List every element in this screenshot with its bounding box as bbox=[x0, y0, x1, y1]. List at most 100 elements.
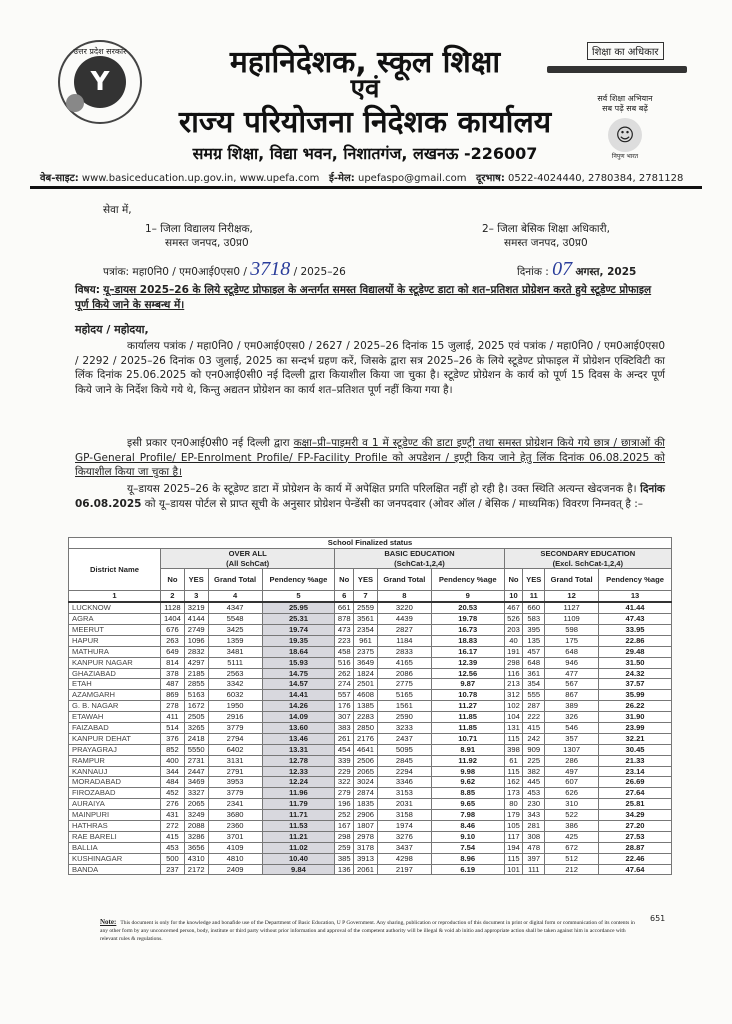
pendency-cell: 16.73 bbox=[430, 623, 505, 636]
district-name-cell: MAINPURI bbox=[68, 809, 161, 821]
table-title: School Finalized status bbox=[68, 537, 672, 549]
pendency-cell: 28.87 bbox=[598, 841, 672, 854]
district-name-cell: KANPUR NAGAR bbox=[68, 656, 161, 669]
pendency-cell: 7.98 bbox=[430, 809, 505, 821]
ref-prefix: पत्रांक: महा0नि0 / एम0आई0एस0 / bbox=[103, 266, 247, 278]
value-cell: 272 bbox=[160, 820, 185, 832]
column-number: 7 bbox=[353, 590, 378, 604]
pendency-cell: 10.40 bbox=[261, 852, 336, 865]
paragraph-3: यू–डायस 2025–26 के स्टूडेण्ट डाटा में प्… bbox=[75, 482, 665, 511]
pendency-cell: 25.95 bbox=[261, 601, 336, 615]
value-cell: 115 bbox=[503, 765, 524, 778]
pendency-cell: 11.71 bbox=[261, 809, 336, 821]
recipient-1-area: समस्त जनपद, उ0प्र0 bbox=[165, 237, 249, 249]
district-name-cell: AURAIYA bbox=[68, 798, 161, 811]
sub-header-yes: YES bbox=[522, 568, 546, 592]
value-cell: 2294 bbox=[376, 765, 432, 778]
pendency-cell: 47.43 bbox=[598, 613, 672, 625]
pendency-cell: 27.64 bbox=[598, 787, 672, 800]
recipient-1: 1– जिला विद्यालय निरीक्षक, समस्त जनपद, उ… bbox=[145, 222, 253, 250]
email-label: ई-मेल: bbox=[328, 173, 355, 184]
pendency-cell: 12.39 bbox=[430, 656, 505, 669]
value-cell: 6402 bbox=[207, 743, 263, 756]
ref-suffix: / 2025–26 bbox=[293, 266, 346, 278]
right-to-education-logo: शिक्षा का अधिकार bbox=[545, 30, 695, 90]
date-block: दिनांक : 07 अगस्त, 2025 bbox=[517, 259, 636, 279]
value-cell: 3158 bbox=[376, 809, 432, 821]
value-cell: 3561 bbox=[353, 613, 378, 625]
recipient-2: 2– जिला बेसिक शिक्षा अधिकारी, समस्त जनपद… bbox=[482, 222, 610, 250]
pendency-cell: 27.20 bbox=[598, 820, 672, 832]
pendency-cell: 9.84 bbox=[261, 863, 336, 876]
value-cell: 2978 bbox=[353, 830, 378, 843]
pendency-cell: 29.48 bbox=[598, 645, 672, 658]
value-cell: 357 bbox=[544, 732, 600, 745]
value-cell: 3327 bbox=[183, 787, 209, 800]
value-cell: 3286 bbox=[183, 830, 209, 843]
value-cell: 162 bbox=[503, 776, 524, 789]
value-cell: 343 bbox=[522, 809, 546, 821]
value-cell: 415 bbox=[522, 721, 546, 734]
value-cell: 555 bbox=[522, 689, 546, 702]
value-cell: 500 bbox=[160, 852, 185, 865]
value-cell: 660 bbox=[522, 601, 546, 615]
pendency-cell: 26.69 bbox=[598, 776, 672, 789]
recipient-2-title: 2– जिला बेसिक शिक्षा अधिकारी, bbox=[482, 223, 610, 235]
value-cell: 1184 bbox=[376, 634, 432, 647]
column-number: 8 bbox=[376, 590, 432, 604]
value-cell: 5111 bbox=[207, 656, 263, 669]
value-cell: 5550 bbox=[183, 743, 209, 756]
value-cell: 395 bbox=[522, 623, 546, 636]
value-cell: 344 bbox=[160, 765, 185, 778]
value-cell: 445 bbox=[522, 776, 546, 789]
table-row: KANPUR DEHAT 376 2418 2794 13.46 261 2176 2437 1… bbox=[68, 732, 672, 745]
value-cell: 878 bbox=[334, 613, 355, 625]
value-cell: 191 bbox=[503, 645, 524, 658]
pendency-cell: 47.64 bbox=[598, 863, 672, 876]
value-cell: 105 bbox=[503, 820, 524, 832]
value-cell: 230 bbox=[522, 798, 546, 811]
recipient-2-area: समस्त जनपद, उ0प्र0 bbox=[504, 237, 588, 249]
value-cell: 3233 bbox=[376, 721, 432, 734]
pendency-cell: 11.79 bbox=[261, 798, 336, 811]
value-cell: 514 bbox=[160, 721, 185, 734]
ssa-line1: सर्व शिक्षा अभियान bbox=[597, 94, 653, 103]
date-handwritten: 07 bbox=[552, 258, 573, 280]
pendency-cell: 13.60 bbox=[261, 721, 336, 734]
pendency-cell: 12.24 bbox=[261, 776, 336, 789]
value-cell: 522 bbox=[544, 809, 600, 821]
sub-header-grand-total: Grand Total bbox=[544, 568, 600, 592]
value-cell: 497 bbox=[544, 765, 600, 778]
pendency-cell: 35.99 bbox=[598, 689, 672, 702]
value-cell: 1807 bbox=[353, 820, 378, 832]
website-link[interactable]: www.basiceducation.up.gov.in, www.upefa.… bbox=[81, 173, 320, 184]
pendency-cell: 6.19 bbox=[430, 863, 505, 876]
email-link[interactable]: upefaspo@gmail.com bbox=[357, 173, 467, 184]
sub-header-grand-total: Grand Total bbox=[376, 568, 432, 592]
value-cell: 378 bbox=[160, 667, 185, 680]
value-cell: 3779 bbox=[207, 721, 263, 734]
pencil-icon bbox=[547, 66, 687, 73]
value-cell: 648 bbox=[544, 645, 600, 658]
value-cell: 3680 bbox=[207, 809, 263, 821]
value-cell: 281 bbox=[522, 820, 546, 832]
district-name-cell: RAMPUR bbox=[68, 754, 161, 767]
table-row: ETAH 487 2855 3342 14.57 274 2501 2775 9.87 213 35… bbox=[68, 678, 672, 691]
reference-line: पत्रांक: महा0नि0 / एम0आई0एस0 / 3718 / 20… bbox=[103, 259, 663, 279]
value-cell: 2832 bbox=[183, 645, 209, 658]
column-number: 6 bbox=[334, 590, 355, 604]
office-address: समग्र शिक्षा, विद्या भवन, निशातगंज, लखनऊ… bbox=[192, 144, 538, 163]
column-number: 5 bbox=[261, 590, 336, 604]
district-name-cell: MORADABAD bbox=[68, 776, 161, 789]
district-name-cell: AZAMGARH bbox=[68, 689, 161, 702]
value-cell: 661 bbox=[334, 601, 355, 615]
pendency-cell: 26.22 bbox=[598, 700, 672, 713]
table-row: MATHURA 649 2832 3481 18.64 458 2375 2833 16.17 1… bbox=[68, 645, 672, 658]
value-cell: 1128 bbox=[160, 601, 185, 615]
district-name-cell: ETAWAH bbox=[68, 711, 161, 723]
sub-header-yes: YES bbox=[353, 568, 378, 592]
up-government-seal-logo: उत्तर प्रदेश सरकार Y bbox=[58, 40, 142, 124]
value-cell: 307 bbox=[334, 711, 355, 723]
value-cell: 179 bbox=[503, 809, 524, 821]
value-cell: 2176 bbox=[353, 732, 378, 745]
